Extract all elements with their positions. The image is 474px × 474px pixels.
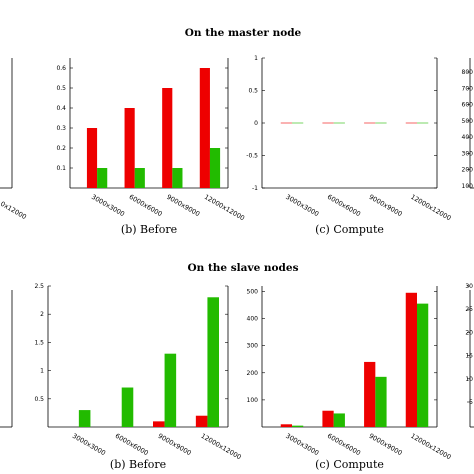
slave-compute-bar bbox=[405, 292, 417, 427]
master-compute-ytick-label: 0 bbox=[254, 120, 258, 127]
master-before-bar bbox=[134, 168, 145, 188]
slave-before-bar bbox=[195, 415, 208, 427]
slave-before-bar bbox=[164, 353, 177, 427]
right-bottom-tick-label: 15 bbox=[465, 353, 473, 360]
slave-compute-bar bbox=[375, 376, 387, 427]
slave-before-ytick-label: 0.5 bbox=[34, 396, 44, 403]
slave-section-title: On the slave nodes bbox=[188, 262, 299, 274]
slave-before-bar bbox=[78, 410, 91, 427]
master-section-title: On the master node bbox=[185, 27, 302, 39]
right-partial-panels: 800 700 600 500 400 300 200 100 30 25 20 15 10 5 bbox=[462, 58, 474, 428]
master-before-bar bbox=[209, 148, 221, 188]
slave-before-bar bbox=[121, 387, 134, 427]
slave-compute-ytick-label: 400 bbox=[247, 316, 259, 323]
master-before-category-label: 9000x9000 bbox=[165, 193, 201, 218]
slave-before-bar bbox=[153, 421, 165, 427]
right-bottom-tick-label: 20 bbox=[465, 329, 473, 336]
slave-compute-bar bbox=[322, 410, 334, 427]
master-compute-ytick-label: 0.5 bbox=[248, 88, 258, 95]
master-before-bar bbox=[124, 108, 135, 188]
right-top-tick-label: 500 bbox=[462, 118, 474, 125]
master-compute-caption: (c) Compute bbox=[315, 223, 384, 236]
right-top-tick-label: 200 bbox=[462, 167, 474, 174]
slave-compute-caption: (c) Compute bbox=[315, 458, 384, 471]
master-before-bar bbox=[199, 68, 210, 188]
slave-before-chart: 0.5 1 1.5 2 2.5 3000x3000 6000x6000 9000x9000 12… bbox=[34, 283, 242, 471]
slave-compute-bar bbox=[333, 413, 345, 427]
master-before-category-label: 12000x12000 bbox=[203, 193, 246, 223]
master-before-caption: (b) Before bbox=[121, 223, 177, 236]
master-before-category-label: 3000x3000 bbox=[90, 193, 126, 218]
right-top-tick-label: 600 bbox=[462, 102, 474, 109]
master-before-ytick-label: 0.1 bbox=[56, 165, 66, 172]
slave-compute-category-label: 6000x6000 bbox=[326, 432, 362, 457]
master-before-ytick-label: 0.2 bbox=[56, 145, 66, 152]
master-before-ytick-label: 0.3 bbox=[56, 125, 66, 132]
slave-compute-chart: 100 200 300 400 500 3000x3000 6000x6000 9000x90… bbox=[247, 286, 452, 471]
slave-before-category-label: 12000x12000 bbox=[199, 432, 242, 462]
master-before-category-label: 6000x6000 bbox=[128, 193, 164, 218]
left-top-cat-label: 0x12000 bbox=[0, 200, 28, 221]
right-bottom-tick-label: 25 bbox=[465, 306, 473, 313]
right-bottom-tick-label: 30 bbox=[465, 283, 473, 290]
slave-compute-bar bbox=[292, 425, 304, 427]
right-top-tick-label: 400 bbox=[462, 134, 474, 141]
master-before-bar bbox=[172, 168, 183, 188]
slave-before-bar bbox=[207, 297, 219, 427]
slave-compute-category-label: 9000x9000 bbox=[368, 432, 404, 457]
slave-before-category-label: 9000x9000 bbox=[157, 432, 193, 457]
right-top-tick-label: 800 bbox=[462, 69, 474, 76]
master-before-bar bbox=[162, 88, 173, 188]
master-compute-ytick-label: -0.5 bbox=[246, 153, 258, 160]
slave-before-ytick-label: 2.5 bbox=[34, 283, 44, 290]
master-compute-category-label: 6000x6000 bbox=[326, 193, 362, 218]
slave-before-category-label: 3000x3000 bbox=[71, 432, 107, 457]
right-bottom-tick-label: 10 bbox=[465, 376, 473, 383]
master-before-ytick-label: 0.4 bbox=[56, 105, 66, 112]
slave-before-caption: (b) Before bbox=[110, 458, 166, 471]
right-top-tick-label: 100 bbox=[462, 183, 474, 190]
slave-before-ytick-label: 2 bbox=[40, 311, 44, 318]
slave-before-category-label: 6000x6000 bbox=[114, 432, 150, 457]
slave-compute-ytick-label: 100 bbox=[247, 397, 259, 404]
slave-compute-category-label: 12000x12000 bbox=[409, 432, 452, 462]
master-compute-chart: -1 -0.5 0 0.5 1 3000x3000 6000x6000 9000x9000 12… bbox=[246, 55, 452, 236]
master-before-bar bbox=[97, 168, 108, 188]
slave-compute-bar bbox=[364, 361, 376, 427]
slave-compute-bar bbox=[417, 303, 429, 427]
master-compute-category-label: 12000x12000 bbox=[409, 193, 452, 223]
slave-compute-ytick-label: 200 bbox=[247, 370, 259, 377]
right-bottom-tick-label: 5 bbox=[469, 399, 473, 406]
slave-compute-ytick-label: 300 bbox=[247, 343, 259, 350]
right-top-tick-label: 300 bbox=[462, 150, 474, 157]
master-before-bar bbox=[86, 128, 98, 188]
master-compute-ytick-label: 1 bbox=[254, 55, 258, 62]
master-before-ytick-label: 0.6 bbox=[56, 65, 66, 72]
master-compute-category-label: 3000x3000 bbox=[284, 193, 320, 218]
master-before-ytick-label: 0.5 bbox=[56, 85, 66, 92]
master-compute-category-label: 9000x9000 bbox=[368, 193, 404, 218]
slave-before-ytick-label: 1.5 bbox=[34, 339, 44, 346]
slave-compute-bar bbox=[280, 424, 292, 427]
left-partial-panels: 0x12000 bbox=[0, 58, 28, 428]
slave-compute-ytick-label: 500 bbox=[247, 288, 259, 295]
master-before-chart: 0.1 0.2 0.3 0.4 0.5 0.6 3000x3000 6000x6000 9000… bbox=[56, 58, 246, 236]
slave-before-ytick-label: 1 bbox=[40, 368, 44, 375]
right-top-tick-label: 700 bbox=[462, 85, 474, 92]
master-compute-ytick-label: -1 bbox=[252, 185, 258, 192]
slave-compute-category-label: 3000x3000 bbox=[284, 432, 320, 457]
